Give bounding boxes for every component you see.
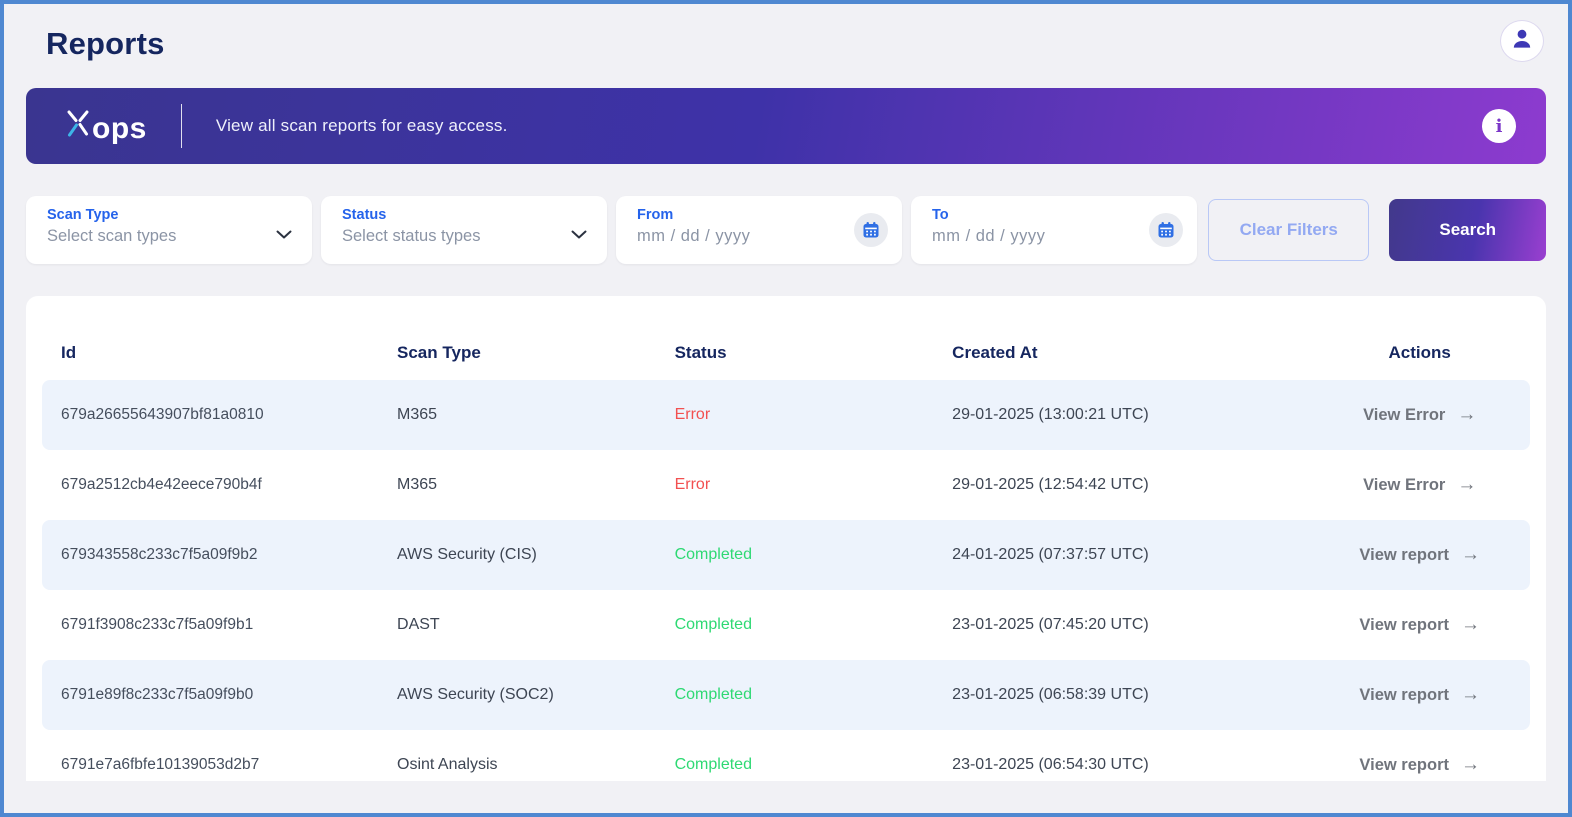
search-button[interactable]: Search [1389,199,1546,261]
table-body: 679a26655643907bf81a0810 M365 Error 29-0… [26,380,1546,781]
date-to-label: To [932,207,949,223]
banner-message: View all scan reports for easy access. [215,116,508,135]
xops-logo-x-icon [64,108,92,145]
report-id-cell: 6791f3908c233c7f5a09f9b1 [61,616,254,633]
table-header: Id Scan Type Status Created At Actions [42,296,1530,380]
date-to-field[interactable]: To [911,196,1197,264]
banner: ops View all scan reports for easy acces… [26,88,1546,164]
view-action-link[interactable]: View report → [1359,684,1480,706]
date-from-input[interactable] [637,227,837,246]
status-cell: Completed [674,686,752,703]
view-action-link[interactable]: View report → [1359,614,1480,636]
created-at-cell: 23-01-2025 (06:58:39 UTC) [952,686,1149,703]
view-action-label: View report [1359,755,1449,774]
report-id-cell: 6791e7a6fbfe10139053d2b7 [61,756,260,773]
status-label: Status [342,207,387,223]
arrow-right-icon: → [1460,754,1480,775]
scan-type-cell: M365 [397,476,438,493]
scan-type-cell: AWS Security (SOC2) [397,686,554,703]
user-icon [1510,27,1534,56]
user-avatar-button[interactable] [1500,20,1544,62]
view-action-link[interactable]: View Error → [1363,404,1476,426]
status-cell: Completed [674,546,752,563]
filter-bar: Scan Type Select scan types Status Selec… [26,196,1546,264]
created-at-cell: 29-01-2025 (13:00:21 UTC) [952,406,1149,423]
created-at-cell: 23-01-2025 (07:45:20 UTC) [952,616,1149,633]
column-header-id: Id [61,343,77,362]
view-action-label: View report [1359,685,1449,704]
calendar-icon[interactable] [1149,213,1183,247]
view-action-label: View report [1359,615,1449,634]
table-row: 6791e7a6fbfe10139053d2b7 Osint Analysis … [42,730,1530,781]
scan-type-cell: M365 [397,406,438,423]
scan-type-placeholder: Select scan types [47,227,177,245]
arrow-right-icon: → [1457,404,1477,425]
created-at-cell: 24-01-2025 (07:37:57 UTC) [952,546,1149,563]
view-action-label: View Error [1363,475,1446,494]
chevron-down-icon [276,226,292,244]
arrow-right-icon: → [1460,544,1480,565]
report-id-cell: 679a26655643907bf81a0810 [61,406,264,423]
view-action-link[interactable]: View report → [1359,544,1480,566]
page-header: Reports [4,4,1568,62]
xops-logo-text: ops [92,111,147,145]
status-placeholder: Select status types [342,227,481,245]
table-row: 6791f3908c233c7f5a09f9b1 DAST Completed … [42,590,1530,660]
scan-type-cell: DAST [397,616,440,633]
calendar-icon[interactable] [854,213,888,247]
arrow-right-icon: → [1460,684,1480,705]
scan-type-dropdown[interactable]: Scan Type Select scan types [26,196,312,264]
table-row: 679343558c233c7f5a09f9b2 AWS Security (C… [42,520,1530,590]
arrow-right-icon: → [1460,614,1480,635]
view-action-link[interactable]: View report → [1359,754,1480,776]
page-title: Reports [46,26,165,61]
created-at-cell: 23-01-2025 (06:54:30 UTC) [952,756,1149,773]
column-header-status: Status [674,343,727,362]
column-header-scan-type: Scan Type [397,343,481,362]
table-row: 679a2512cb4e42eece790b4f M365 Error 29-0… [42,450,1530,520]
created-at-cell: 29-01-2025 (12:54:42 UTC) [952,476,1149,493]
column-header-created-at: Created At [952,343,1038,362]
table-row: 679a26655643907bf81a0810 M365 Error 29-0… [42,380,1530,450]
date-from-field[interactable]: From [616,196,902,264]
report-id-cell: 679343558c233c7f5a09f9b2 [61,546,258,563]
reports-table: Id Scan Type Status Created At Actions 6… [26,296,1546,781]
chevron-down-icon [571,226,587,244]
report-id-cell: 6791e89f8c233c7f5a09f9b0 [61,686,254,703]
clear-filters-button[interactable]: Clear Filters [1208,199,1370,261]
column-header-actions: Actions [1388,343,1451,362]
scan-type-cell: Osint Analysis [397,756,498,773]
table-row: 6791e89f8c233c7f5a09f9b0 AWS Security (S… [42,660,1530,730]
report-id-cell: 679a2512cb4e42eece790b4f [61,476,262,493]
status-cell: Completed [674,616,752,633]
status-cell: Completed [674,756,752,773]
date-to-input[interactable] [932,227,1132,246]
info-icon[interactable]: i [1482,109,1516,143]
status-cell: Error [674,476,711,493]
date-from-label: From [637,207,674,223]
view-action-label: View report [1359,545,1449,564]
status-cell: Error [674,406,711,423]
banner-divider [180,104,182,148]
xops-logo: ops [64,108,147,145]
view-action-link[interactable]: View Error → [1363,474,1476,496]
scan-type-label: Scan Type [47,207,119,223]
status-dropdown[interactable]: Status Select status types [321,196,607,264]
arrow-right-icon: → [1457,474,1477,495]
scan-type-cell: AWS Security (CIS) [397,546,537,563]
view-action-label: View Error [1363,405,1446,424]
